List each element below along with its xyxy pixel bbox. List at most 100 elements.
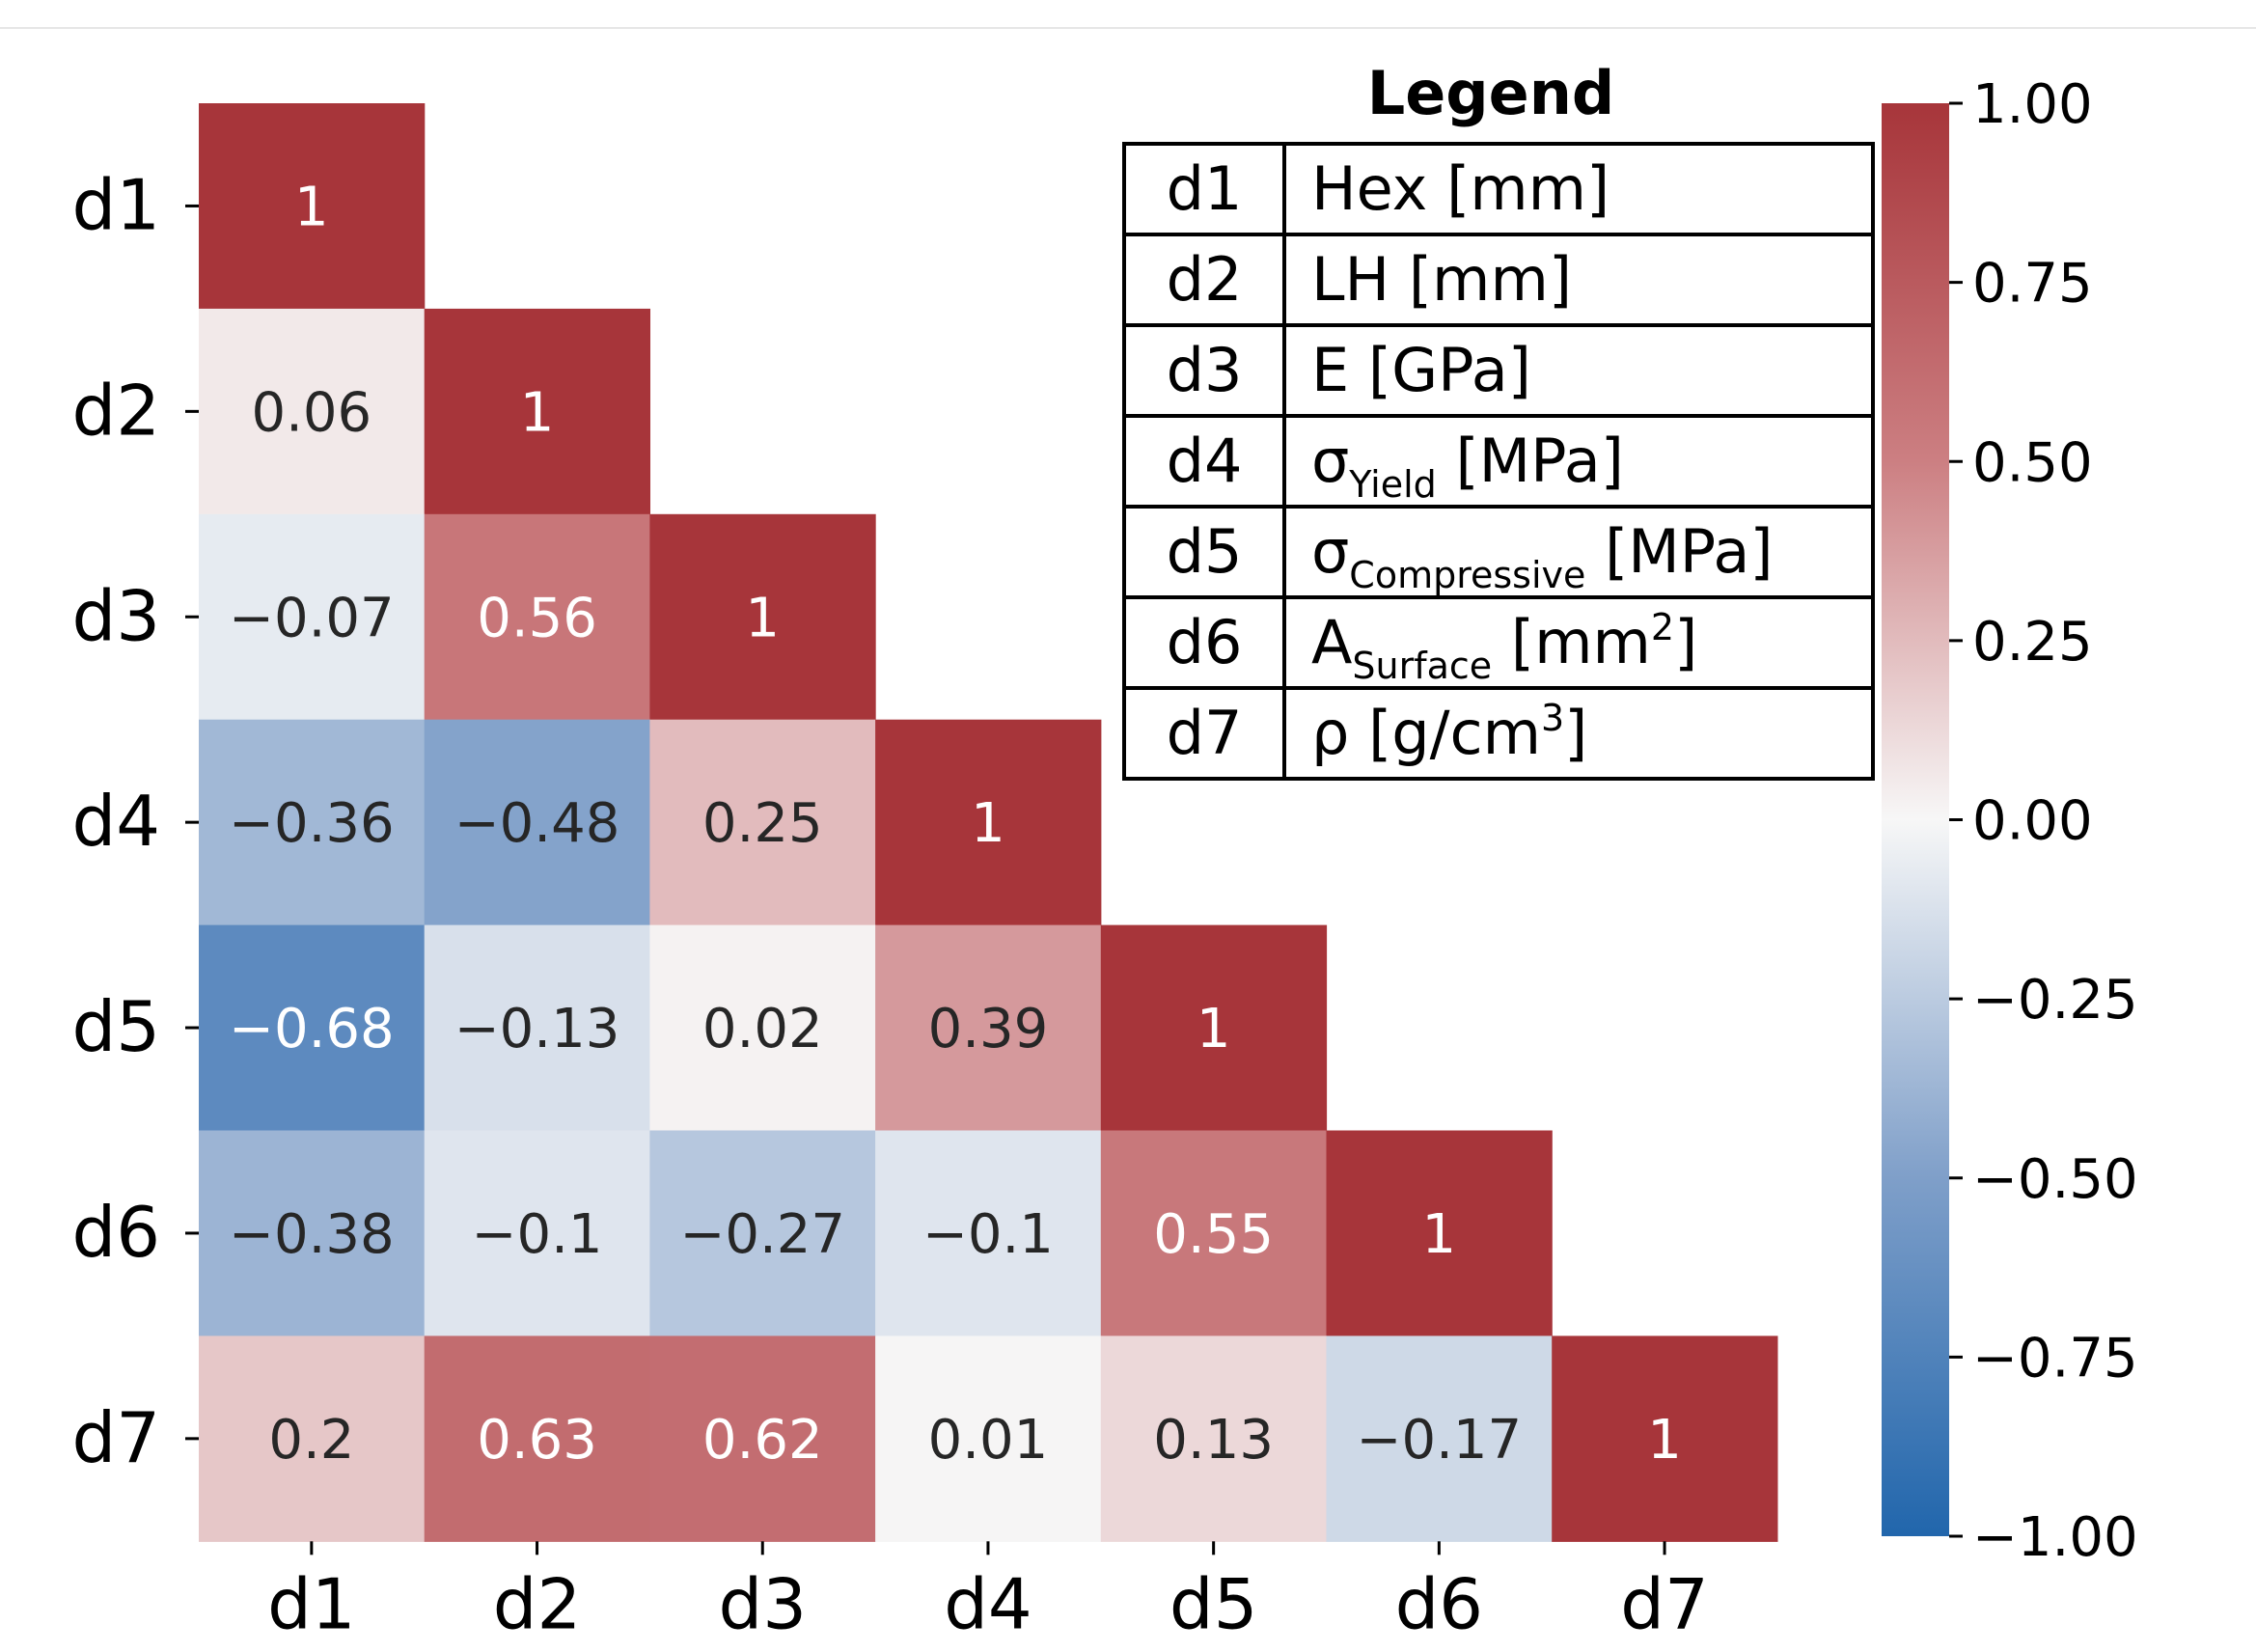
legend-unit-end: ] [1674, 607, 1698, 677]
x-tick-label: d3 [718, 1563, 807, 1644]
colorbar: 1.00 0.75 0.50 0.25 0.00 −0.25 −0.50 −0.75 −1.00 [1882, 73, 2138, 1569]
legend-subscript: Compressive [1349, 554, 1586, 596]
legend-symbol: A [1311, 607, 1353, 677]
cell-value-label: −0.1 [472, 1203, 603, 1266]
heatmap-cell-d5-d4 [875, 924, 1102, 1132]
heatmap-cell-d5-d1 [199, 924, 426, 1132]
cell-value-label: 0.13 [1153, 1409, 1274, 1472]
cell-value-label: 1 [520, 381, 555, 444]
y-tick-label: d5 [71, 986, 160, 1067]
cell-value-label: −0.1 [922, 1203, 1054, 1266]
cell-value-label: 1 [294, 176, 329, 238]
x-tick-label: d2 [493, 1563, 582, 1644]
legend-code: d2 [1122, 233, 1286, 327]
colorbar-tick-label: −0.25 [1972, 969, 2138, 1032]
colorbar-tick-label: −0.75 [1972, 1327, 2138, 1390]
heatmap-cells: 1 0.06 1 −0.07 0.56 1 −0.36 −0.48 0.25 1 −0.68 −0.1… [199, 103, 1778, 1542]
heatmap-cell-d6-d2 [424, 1130, 650, 1336]
legend-desc: ρ [g/cm3] [1282, 686, 1875, 781]
legend-title: Legend [1366, 58, 1615, 128]
colorbar-tick-label: −1.00 [1972, 1506, 2138, 1569]
cell-value-label: 1 [971, 792, 1005, 855]
heatmap-cell-d2-d2 [424, 308, 650, 515]
cell-value-label: −0.17 [1357, 1409, 1523, 1472]
legend-desc: E [GPa] [1282, 323, 1875, 418]
legend-row: d3 E [GPa] [1122, 323, 1875, 418]
legend-code: d7 [1122, 686, 1286, 781]
legend-code: d3 [1122, 323, 1286, 418]
cell-value-label: −0.68 [229, 998, 395, 1060]
cell-value-label: 0.06 [252, 381, 372, 444]
heatmap-cell-d5-d3 [649, 924, 876, 1132]
cell-value-label: 0.62 [702, 1409, 823, 1472]
top-divider [0, 27, 2256, 29]
heatmap-cell-d7-d1 [199, 1335, 426, 1542]
cell-value-label: 1 [1647, 1409, 1682, 1472]
heatmap-cell-d2-d1 [199, 308, 426, 515]
heatmap-cell-d7-d6 [1326, 1335, 1553, 1542]
cell-value-label: −0.36 [229, 792, 395, 855]
cell-value-label: 1 [745, 587, 780, 649]
legend-desc: σYield [MPa] [1282, 414, 1875, 509]
legend-code: d4 [1122, 414, 1286, 509]
legend-subscript: Yield [1349, 463, 1437, 506]
legend-unit: [MPa] [1585, 516, 1774, 587]
legend-row: d6 ASurface [mm2] [1122, 595, 1875, 690]
legend-desc: ASurface [mm2] [1282, 595, 1875, 690]
cell-value-label: −0.07 [229, 587, 395, 649]
legend-unit: ρ [g/cm [1311, 698, 1541, 768]
cell-value-label: 1 [1422, 1203, 1457, 1266]
cell-value-label: 1 [1197, 998, 1231, 1060]
heatmap-cell-d6-d5 [1100, 1130, 1328, 1336]
heatmap-cell-d6-d4 [875, 1130, 1102, 1336]
cell-value-label: −0.27 [679, 1203, 845, 1266]
legend-row: d1 Hex [mm] [1122, 142, 1875, 236]
cell-value-label: −0.48 [454, 792, 620, 855]
cell-value-label: 0.2 [268, 1409, 354, 1472]
legend-code: d6 [1122, 595, 1286, 690]
colorbar-tick-label: −0.50 [1972, 1148, 2138, 1211]
heatmap-cell-d4-d3 [649, 719, 876, 926]
heatmap-cell-d1-d1 [199, 103, 426, 310]
cell-value-label: 0.63 [477, 1409, 597, 1472]
y-tick-label: d4 [71, 781, 160, 862]
colorbar-tick-label: 0.00 [1972, 790, 2093, 853]
cell-value-label: 0.56 [477, 587, 597, 649]
heatmap-cell-d7-d7 [1552, 1335, 1778, 1542]
legend-row: d5 σCompressive [MPa] [1122, 505, 1875, 599]
legend-row: d2 LH [mm] [1122, 233, 1875, 327]
cell-value-label: 0.25 [702, 792, 823, 855]
heatmap-cell-d5-d2 [424, 924, 650, 1132]
x-tick-label: d1 [267, 1563, 356, 1644]
colorbar-tick-label: 1.00 [1972, 73, 2093, 136]
cell-value-label: −0.38 [229, 1203, 395, 1266]
y-tick-label: d6 [71, 1192, 160, 1273]
heatmap-cell-d3-d3 [649, 513, 876, 721]
heatmap-cell-d7-d2 [424, 1335, 650, 1542]
x-tick-label: d7 [1620, 1563, 1709, 1644]
heatmap-cell-d4-d1 [199, 719, 426, 926]
heatmap-cell-d4-d4 [875, 719, 1102, 926]
legend-row: d7 ρ [g/cm3] [1122, 686, 1875, 781]
legend-table: d1 Hex [mm] d2 LH [mm] d3 E [GPa] d4 σYi… [1122, 142, 1875, 781]
heatmap-cell-d6-d6 [1326, 1130, 1553, 1336]
cell-value-label: 0.39 [928, 998, 1049, 1060]
legend-desc: LH [mm] [1282, 233, 1875, 327]
y-tick-label: d1 [71, 164, 160, 245]
cell-value-label: −0.13 [454, 998, 620, 1060]
y-tick-label: d7 [71, 1397, 160, 1478]
legend-symbol: σ [1311, 426, 1350, 496]
legend-code: d5 [1122, 505, 1286, 599]
heatmap-cell-d5-d5 [1100, 924, 1328, 1132]
y-tick-label: d3 [71, 575, 160, 656]
heatmap-cell-d3-d1 [199, 513, 426, 721]
legend-desc: Hex [mm] [1282, 142, 1875, 236]
x-tick-label: d6 [1395, 1563, 1484, 1644]
heatmap-cell-d7-d5 [1100, 1335, 1328, 1542]
heatmap-cell-d7-d3 [649, 1335, 876, 1542]
legend-desc: σCompressive [MPa] [1282, 505, 1875, 599]
colorbar-tick-label: 0.25 [1972, 611, 2093, 674]
legend-unit: [MPa] [1436, 426, 1624, 496]
heatmap-cell-d3-d2 [424, 513, 650, 721]
